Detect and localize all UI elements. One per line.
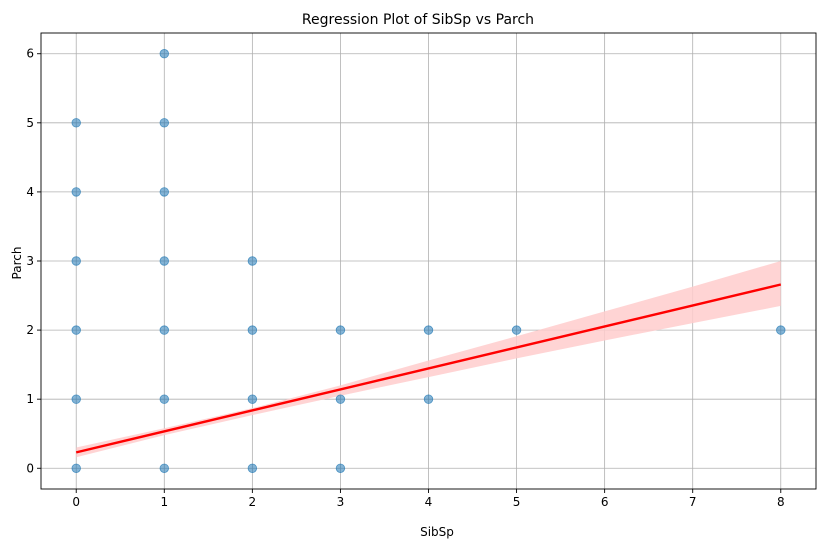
scatter-point (71, 325, 81, 335)
scatter-point (159, 325, 169, 335)
x-tick-label: 2 (249, 495, 257, 509)
scatter-point (423, 325, 434, 335)
scatter-point (159, 49, 169, 59)
scatter-point (335, 394, 346, 404)
scatter-point (71, 463, 81, 473)
grid (41, 33, 816, 489)
scatter-point (247, 256, 258, 266)
confidence-band-layer (76, 261, 781, 458)
x-axis-ticks: 0 1 2 3 4 5 6 7 8 (72, 489, 785, 509)
y-tick-label: 1 (26, 392, 34, 406)
y-axis-ticks: 0 1 2 3 4 5 6 (26, 47, 41, 475)
scatter-point (423, 394, 434, 404)
x-tick-label: 7 (689, 495, 697, 509)
scatter-point (247, 463, 258, 473)
scatter-point (247, 325, 258, 335)
y-tick-label: 2 (26, 323, 34, 337)
x-tick-label: 1 (160, 495, 168, 509)
scatter-point (71, 256, 81, 266)
y-tick-label: 5 (26, 116, 34, 130)
scatter-point (71, 187, 81, 197)
scatter-point (159, 187, 169, 197)
y-axis-label: Parch (10, 247, 24, 280)
scatter-point (159, 394, 169, 404)
scatter-point (511, 325, 522, 335)
y-tick-label: 6 (26, 47, 34, 61)
x-tick-label: 4 (425, 495, 433, 509)
scatter-point (71, 394, 81, 404)
scatter-point (159, 118, 169, 128)
scatter-point (335, 325, 346, 335)
scatter-point (247, 394, 258, 404)
y-tick-label: 0 (26, 461, 34, 475)
regression-line (75, 283, 782, 454)
scatter-point (71, 118, 81, 128)
chart-title: Regression Plot of SibSp vs Parch (302, 12, 534, 28)
scatter-point (776, 325, 786, 335)
scatter-point (335, 463, 346, 473)
scatter-point (159, 256, 169, 266)
y-tick-label: 4 (26, 185, 34, 199)
scatter-points (71, 49, 786, 473)
x-axis-label: SibSp (420, 525, 454, 539)
scatter-point (159, 463, 169, 473)
confidence-band (76, 261, 781, 458)
y-tick-label: 3 (26, 254, 34, 268)
x-tick-label: 3 (337, 495, 345, 509)
regression-line-layer (75, 283, 782, 454)
x-tick-label: 0 (72, 495, 80, 509)
x-tick-label: 6 (601, 495, 609, 509)
x-tick-label: 5 (513, 495, 521, 509)
x-tick-label: 8 (777, 495, 785, 509)
